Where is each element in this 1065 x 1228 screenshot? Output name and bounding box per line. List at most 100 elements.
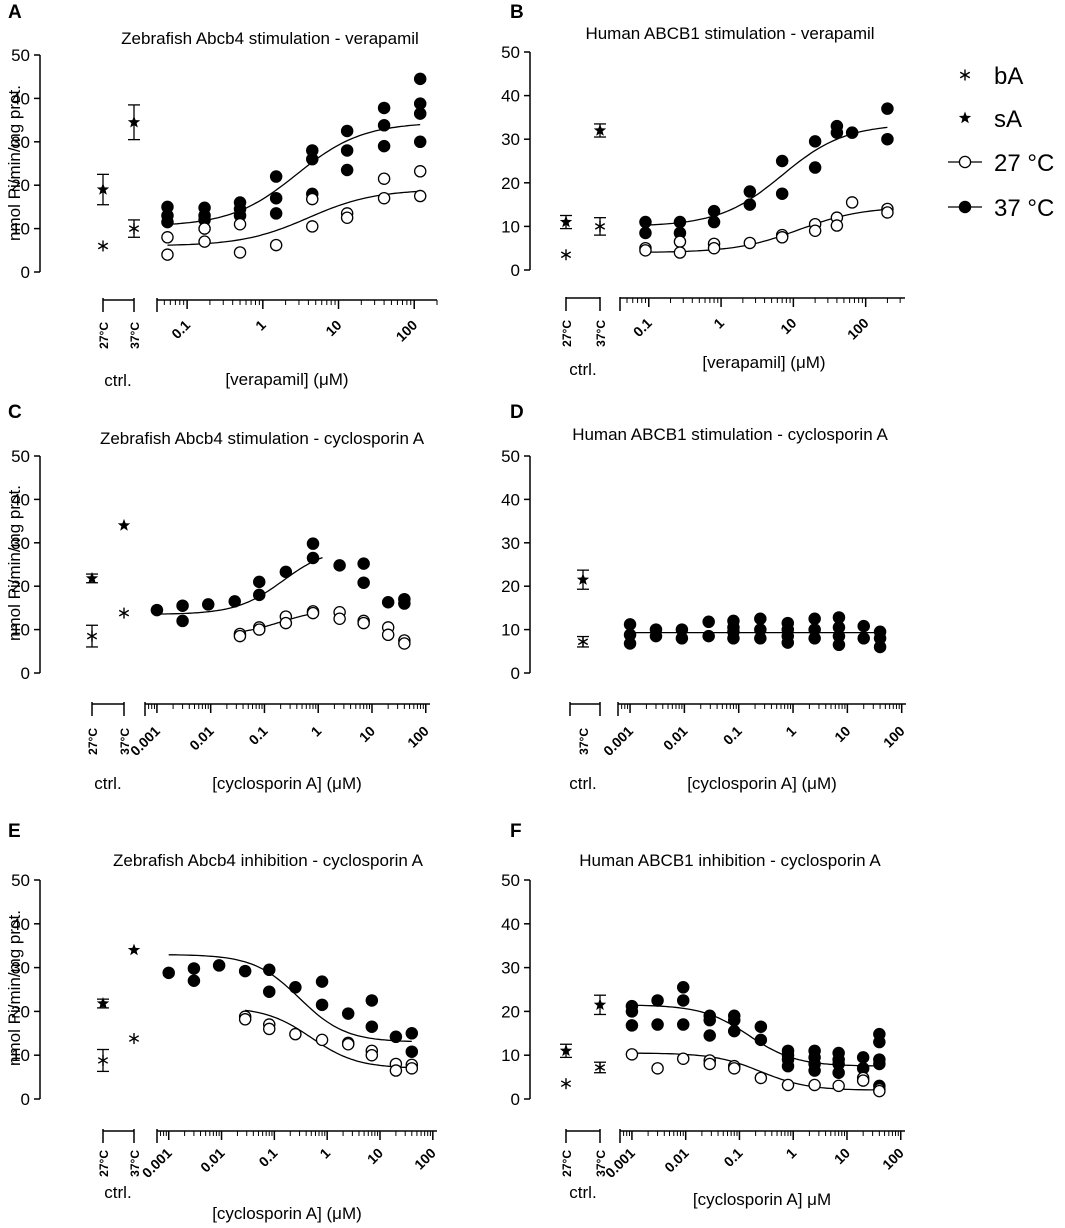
data-point-27C	[413, 189, 427, 203]
data-point-37C	[405, 1045, 419, 1058]
data-point-27C	[233, 246, 247, 259]
data-point-37C	[832, 1066, 845, 1079]
legend-label: sA	[994, 106, 1022, 133]
data-point-37C	[881, 132, 894, 146]
data-point-27C	[233, 218, 247, 231]
panel-F: F Human ABCB1 inhibition - cyclosporin A 0…	[501, 821, 907, 1209]
data-point-37C	[162, 966, 175, 980]
x-tick-label: 1	[252, 317, 269, 334]
y-tick-label: 20	[11, 176, 30, 195]
x-tick-label: 100	[404, 723, 432, 751]
x-axis-label: [cyclosporin A] (μM)	[687, 774, 837, 793]
data-point-37C	[702, 615, 715, 629]
panel-letter: C	[8, 402, 22, 423]
x-tick-label: 10	[831, 1145, 853, 1167]
ctrl-sA-marker	[593, 124, 607, 136]
data-point-27C	[262, 1022, 276, 1036]
y-tick-label: 0	[511, 1090, 520, 1109]
chart-title: Zebrafish Abcb4 stimulation - verapamil	[121, 29, 419, 48]
data-point-27C	[279, 616, 293, 630]
ctrl-tick-label: 37°C	[128, 322, 142, 349]
x-tick-label: 0.1	[630, 315, 655, 340]
ctrl-tick-label: 37°C	[128, 1150, 142, 1177]
data-point-37C	[808, 161, 822, 174]
x-tick-label: 100	[880, 723, 908, 751]
data-point-27C	[881, 206, 894, 219]
x-tick-label: 10	[777, 315, 799, 337]
data-point-27C	[306, 192, 319, 206]
data-point-37C	[707, 204, 721, 218]
data-point-27C	[873, 1084, 886, 1098]
x-axis-label: [verapamil] (μM)	[702, 353, 825, 372]
legend-label: bA	[994, 63, 1023, 90]
data-point-27C	[377, 172, 391, 185]
data-point-37C	[377, 139, 391, 153]
data-point-37C	[377, 101, 391, 115]
x-tick-label: 0.01	[661, 1145, 692, 1176]
ctrl-tick-label: 27°C	[97, 322, 111, 349]
data-point-27C	[405, 1062, 419, 1075]
data-point-37C	[727, 1013, 741, 1027]
chart-title: Human ABCB1 stimulation - cyclosporin A	[572, 425, 888, 444]
ctrl-sA-marker	[593, 998, 607, 1011]
data-point-37C	[413, 135, 427, 149]
panel-letter: E	[8, 821, 21, 842]
ctrl-bA-marker	[128, 1033, 140, 1045]
data-point-37C	[377, 119, 391, 132]
ctrl-bA-marker	[128, 223, 140, 235]
data-point-27C	[673, 235, 687, 248]
x-tick-label: 1	[308, 723, 325, 740]
data-point-37C	[381, 596, 395, 609]
x-tick-label: 0.01	[186, 723, 217, 754]
data-point-37C	[830, 126, 844, 139]
legend-star-icon	[958, 111, 972, 124]
data-point-37C	[357, 576, 370, 589]
ctrl-label: ctrl.	[569, 360, 596, 379]
y-tick-label: 30	[11, 534, 30, 553]
legend-label: 37 °C	[994, 195, 1054, 222]
ctrl-tick-label: 37°C	[577, 728, 591, 755]
data-point-37C	[808, 612, 821, 626]
data-point-27C	[289, 1027, 302, 1041]
chart-title: Zebrafish Abcb4 stimulation - cyclospori…	[100, 429, 425, 448]
data-point-37C	[150, 603, 164, 617]
data-point-37C	[340, 124, 354, 138]
data-point-37C	[262, 985, 276, 998]
data-point-37C	[315, 975, 329, 988]
data-point-27C	[727, 1062, 741, 1075]
data-point-37C	[754, 612, 767, 626]
y-axis-label: nmol Pi/min/mg prot.	[5, 85, 24, 241]
data-point-27C	[365, 1048, 379, 1062]
panel-letter: B	[510, 2, 524, 23]
ctrl-bA-marker	[97, 240, 109, 252]
y-tick-label: 50	[501, 43, 520, 62]
y-tick-label: 10	[11, 621, 30, 640]
x-tick-label: 10	[322, 317, 344, 339]
data-point-27C	[639, 244, 652, 257]
data-point-27C	[315, 1033, 329, 1047]
data-point-27C	[754, 1071, 768, 1085]
y-tick-label: 30	[501, 130, 520, 149]
x-tick-label: 1	[710, 315, 727, 332]
data-point-27C	[775, 231, 789, 244]
x-axis-label: [cyclosporin A] (μM)	[212, 774, 362, 793]
y-tick-label: 30	[501, 534, 520, 553]
y-tick-label: 0	[21, 664, 30, 683]
ctrl-bA-marker	[97, 1054, 109, 1066]
ctrl-sA-marker	[85, 571, 99, 584]
data-point-37C	[269, 191, 283, 205]
legend-label: 27 °C	[994, 150, 1054, 177]
data-point-37C	[625, 1005, 639, 1018]
y-tick-label: 10	[501, 217, 520, 236]
x-tick-label: 0.001	[600, 723, 636, 759]
ctrl-bA-marker	[86, 630, 98, 642]
data-point-37C	[808, 632, 821, 645]
y-tick-label: 10	[11, 1046, 30, 1065]
fit-curve-27C	[245, 1009, 412, 1069]
data-point-27C	[333, 612, 346, 626]
x-tick-label: 1	[783, 1145, 800, 1162]
ctrl-label: ctrl.	[104, 1183, 131, 1202]
data-point-37C	[808, 1064, 821, 1077]
ctrl-sA-marker	[559, 1044, 573, 1057]
data-point-27C	[413, 165, 427, 178]
